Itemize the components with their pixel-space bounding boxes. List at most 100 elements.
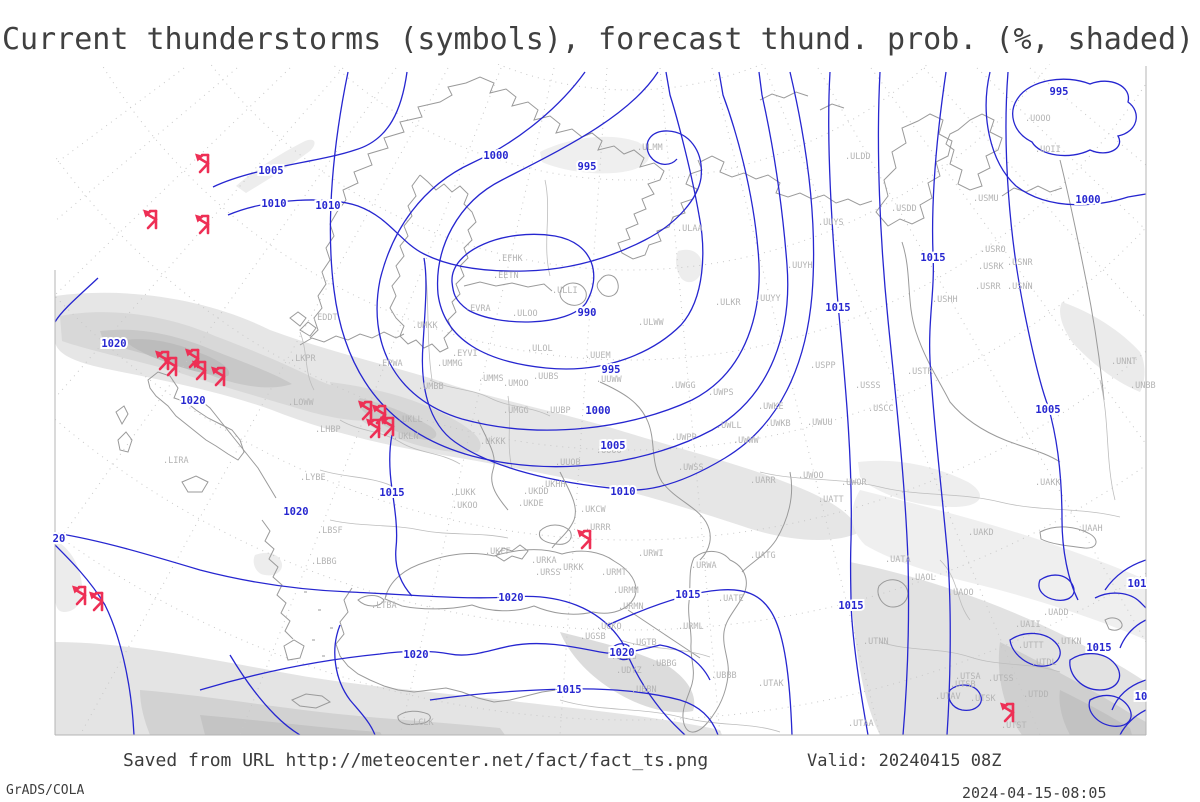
station-label-uuem: .UUEM — [585, 351, 611, 361]
station-label-ubbn: .UBBN — [631, 685, 657, 695]
isobar-label-1005: 1005 — [600, 440, 625, 452]
station-label-urwi: .URWI — [638, 549, 664, 559]
station-label-uloo: .ULOO — [512, 309, 538, 319]
station-label-uuob: .UUOB — [555, 458, 581, 468]
isobar-label-1020: 1020 — [101, 338, 126, 350]
station-label-lbsf: .LBSF — [317, 526, 343, 536]
valid-time-text: Valid: 20240415 08Z — [807, 751, 1002, 771]
station-label-ukff: .UKFF — [485, 547, 511, 557]
station-label-ukkk: .UKKK — [480, 437, 506, 447]
station-label-evra: .EVRA — [465, 304, 491, 314]
station-label-uadd: .UADD — [1043, 608, 1069, 618]
render-timestamp-text: 2024-04-15-08:05 — [962, 784, 1107, 802]
station-label-uwss: .UWSS — [678, 463, 704, 473]
station-label-umms: .UMMS — [478, 374, 504, 384]
station-label-uwps: .UWPS — [708, 388, 734, 398]
station-label-urmm: .URMM — [613, 586, 639, 596]
isobar-label-1005: 1005 — [258, 165, 283, 177]
isobar-label-990: 990 — [578, 307, 597, 319]
station-label-ukln: .UKLN — [393, 432, 419, 442]
station-label-efhk: .EFHK — [497, 254, 523, 264]
station-label-uscc: .USCC — [868, 404, 894, 414]
station-label-lhbp: .LHBP — [315, 425, 341, 435]
station-label-uarr: .UARR — [750, 476, 776, 486]
isobar-label-1015: 1015 — [556, 684, 581, 696]
station-label-eetn: .EETN — [493, 271, 519, 281]
station-label-usnn: .USNN — [1007, 282, 1033, 292]
thunderstorm-icon — [87, 590, 104, 612]
station-label-uata: .UATA — [885, 555, 911, 565]
station-label-utav: .UTAV — [935, 692, 961, 702]
station-label-ukdd: .UKDD — [523, 487, 549, 497]
station-label-ulaa: .ULAA — [677, 224, 703, 234]
station-label-uwll: .UWLL — [716, 421, 742, 431]
station-label-uaol: .UAOL — [910, 573, 936, 583]
station-label-urkk: .URKK — [558, 563, 584, 573]
station-label-uakd: .UAKD — [968, 528, 994, 538]
isobar-label-1020: 1020 — [403, 649, 428, 661]
station-label-umgg: .UMGG — [503, 406, 529, 416]
station-label-uwor: .UWOR — [841, 478, 867, 488]
station-label-uaah: .UAAH — [1077, 524, 1103, 534]
station-label-ukhh: .UKHH — [540, 480, 566, 490]
probability-shading-layer — [55, 136, 1146, 735]
station-label-uate: .UATE — [718, 594, 744, 604]
station-label-ulkr: .ULKR — [715, 298, 741, 308]
station-labels-layer: .ULMM .ULDD .UOOO .UOII .USDD .USMU .UUYS .UUYH… — [163, 114, 1156, 731]
station-label-utsa: .UTSA — [955, 672, 981, 682]
isobar-label-1020: 1020 — [180, 395, 205, 407]
coastline-layer — [115, 76, 1123, 733]
isobar-label-1010: 1010 — [610, 486, 635, 498]
station-label-uaii: .UAII — [1015, 620, 1041, 630]
station-label-ubbg: .UBBG — [651, 659, 677, 669]
station-label-unnt: .UNNT — [1111, 357, 1137, 367]
isobar-label-101: 101 — [1128, 578, 1147, 590]
station-label-uspp: .USPP — [810, 361, 836, 371]
station-label-lkpr: .LKPR — [290, 354, 316, 364]
station-label-uoii: .UOII — [1035, 145, 1061, 155]
isobar-label-1015: 1015 — [1086, 642, 1111, 654]
isobar-label-1015: 1015 — [675, 589, 700, 601]
station-label-uaoo: .UAOO — [948, 588, 974, 598]
station-label-ugtb: .UGTB — [631, 638, 657, 648]
station-label-uatg: .UATG — [750, 551, 776, 561]
station-label-uwuu: .UWUU — [807, 418, 833, 428]
station-label-urwa: .URWA — [691, 561, 717, 571]
station-label-urrr: .URRR — [585, 523, 611, 533]
generator-credit-text: GrADS/COLA — [6, 783, 85, 798]
station-label-utsk: .UTSK — [970, 694, 996, 704]
station-label-usnr: .USNR — [1007, 258, 1033, 268]
station-label-uooo: .UOOO — [1025, 114, 1051, 124]
station-label-ubbb: .UBBB — [711, 671, 737, 681]
isobar-label-1015: 1015 — [920, 252, 945, 264]
station-label-urml: .URML — [678, 622, 704, 632]
station-label-ukcw: .UKCW — [580, 505, 606, 515]
station-label-ugsb: .UGSB — [580, 632, 606, 642]
isobar-label-1015: 1015 — [825, 302, 850, 314]
station-label-uwke: .UWKE — [758, 402, 784, 412]
station-label-uuyh: .UUYH — [787, 261, 813, 271]
station-label-utss: .UTSS — [988, 674, 1014, 684]
station-label-ushh: .USHH — [932, 295, 958, 305]
isobar-label-20: 20 — [53, 533, 66, 545]
station-label-utst: .UTST — [1001, 721, 1027, 731]
station-label-umkk: .UMKK — [412, 321, 438, 331]
graticule-layer — [55, 64, 1146, 735]
station-label-lukk: .LUKK — [450, 488, 476, 498]
station-label-eddt: .EDDT — [312, 313, 338, 323]
station-label-utkn: .UTKN — [1056, 637, 1082, 647]
thunderstorm-icon — [575, 528, 592, 550]
station-label-usrr: .USRR — [975, 282, 1001, 292]
station-label-udsg: .UDSG — [611, 652, 637, 662]
isobar-layer — [55, 71, 1146, 735]
station-label-usdd: .USDD — [891, 204, 917, 214]
isobar-label-1005: 1005 — [1035, 404, 1060, 416]
station-label-ukoo: .UKOO — [452, 501, 478, 511]
isobar-label-10: 10 — [1135, 691, 1148, 703]
station-label-umbb: .UMBB — [418, 382, 444, 392]
station-label-ulww: .ULWW — [638, 318, 664, 328]
station-label-usmu: .USMU — [973, 194, 999, 204]
isobar-label-1000: 1000 — [1075, 194, 1100, 206]
